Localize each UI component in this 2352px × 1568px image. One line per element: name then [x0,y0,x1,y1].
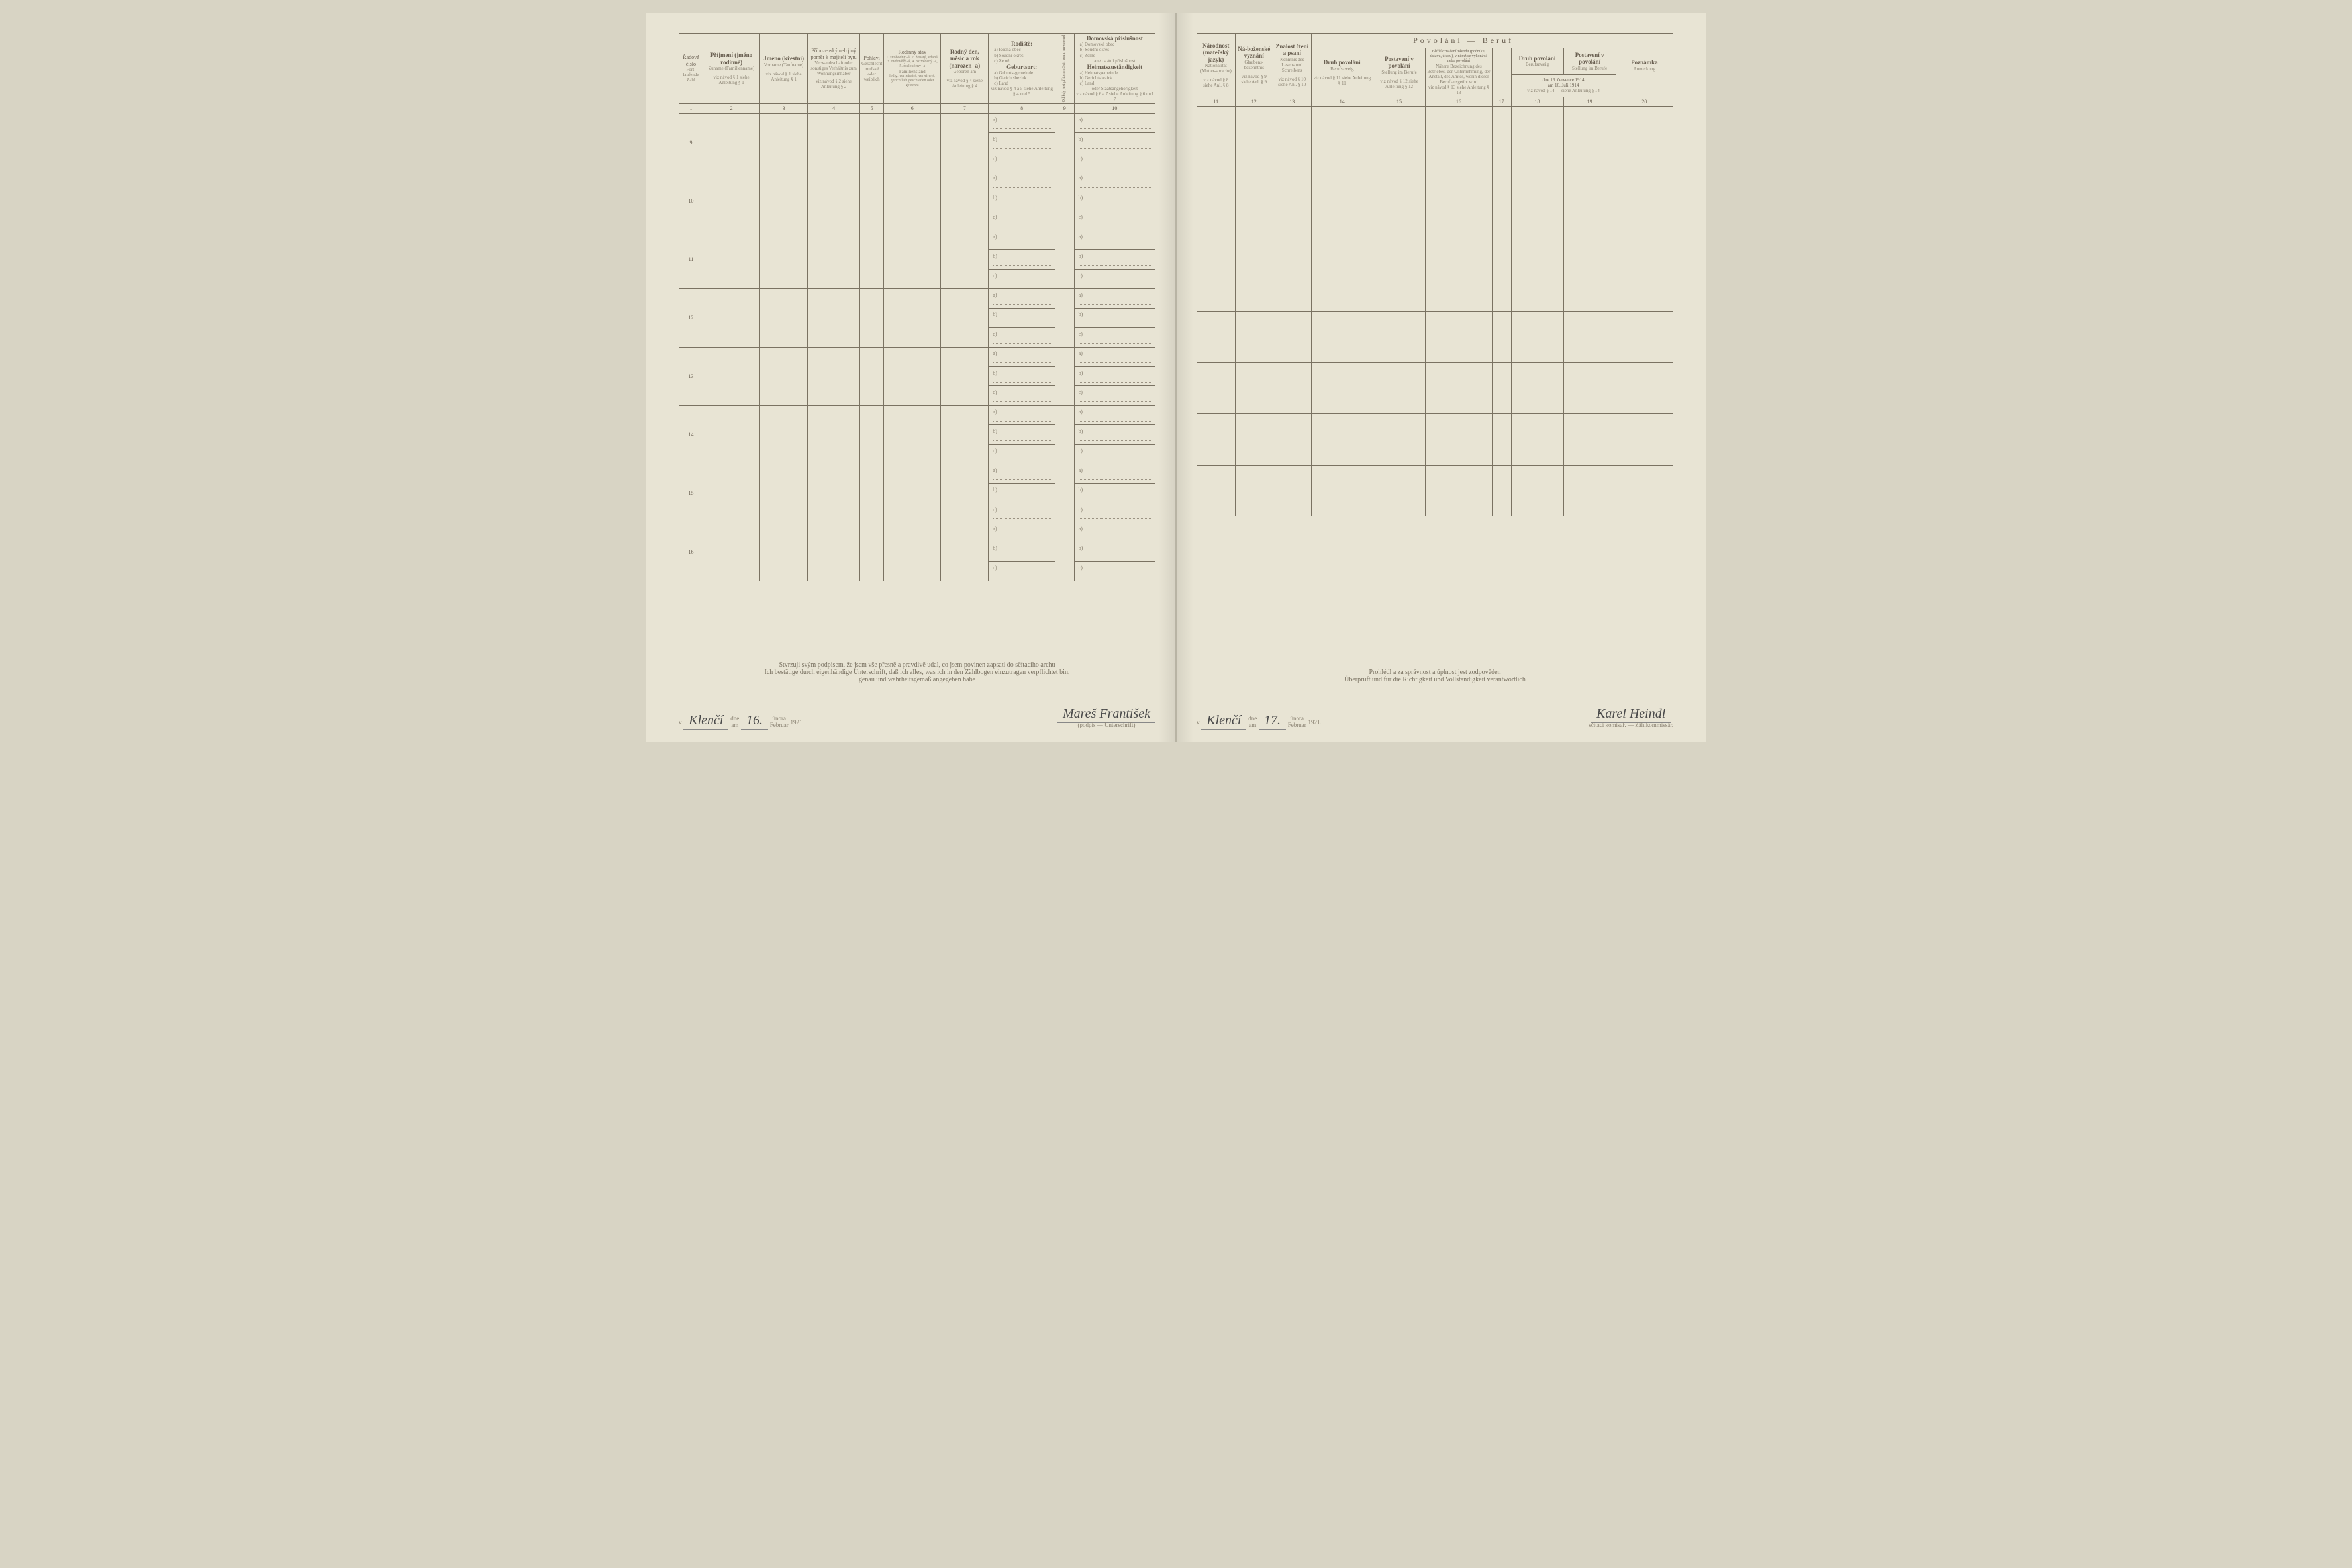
hdr-14: Druh povolání Berufszweig viz návod § 11… [1311,48,1373,97]
hdr-6: Rodinný stav 1. svobodný -á, 2. ženatý, … [884,34,941,104]
table-row: 14a)a) [679,405,1155,424]
table-row: 16a)a) [679,522,1155,542]
table-row [1197,311,1673,362]
place-handwritten-r: Klenčí [1201,713,1246,730]
hdr-11: Národnost (mateřský jazyk) Nationalität … [1197,34,1236,97]
left-page: Řadové číslo Fort-laufende Zahl Příjmení… [646,13,1175,742]
hdr-7: Rodný den, měsíc a rok (narozen -a) Gebo… [941,34,989,104]
hdr-3: Jméno (křestní) Vorname (Taufname) viz n… [760,34,808,104]
table-row [1197,465,1673,516]
column-numbers-right: 1112 1314 1516 1718 1920 [1197,97,1673,106]
table-row: 10a)a) [679,172,1155,191]
hdr-10: Domovská příslušnost a) Domovská obec b)… [1074,34,1155,104]
table-row: 9a)a) [679,113,1155,132]
table-row [1197,260,1673,311]
hdr-9: Od kdy jest přítomen Seit wann anwesend [1055,34,1074,104]
table-row: 12a)a) [679,289,1155,308]
hdr-17 [1492,48,1511,97]
hdr-16: Bližší označení závodu (podniku, ústavu,… [1426,48,1493,97]
hdr-20: Poznámka Anmerkung [1616,34,1673,97]
table-row [1197,158,1673,209]
day-handwritten: 16. [741,713,768,730]
column-numbers: 12 34 56 78 910 [679,104,1155,113]
right-page: Národnost (mateřský jazyk) Nationalität … [1177,13,1706,742]
hdr-1: Řadové číslo Fort-laufende Zahl [679,34,703,104]
hdr-2: Příjmení (jméno rodinné) Zuname (Familie… [703,34,760,104]
hdr-beruf-group: Povolání — Beruf [1311,34,1616,48]
census-table-left: Řadové číslo Fort-laufende Zahl Příjmení… [679,33,1155,511]
table-row [1197,209,1673,260]
table-row: 11a)a) [679,230,1155,250]
table-row: 15a)a) [679,464,1155,483]
table-row [1197,414,1673,465]
day-handwritten-r: 17. [1259,713,1286,730]
hdr-13: Znalost čtení a psaní Kenntnis des Lesen… [1273,34,1312,97]
signature-right: Karel Heindl [1591,707,1671,723]
right-footer: Prohlédl a za správnost a úplnost jest z… [1197,656,1673,728]
table-row [1197,107,1673,158]
page-spread: Řadové číslo Fort-laufende Zahl Příjmení… [646,13,1706,742]
hdr-19: Postavení v povolání Stellung im Berufe [1563,48,1616,75]
signature-left: Mareš František [1057,707,1155,723]
census-table-right: Národnost (mateřský jazyk) Nationalität … [1197,33,1673,509]
hdr-15: Postavení v povolání Stellung im Berufe … [1373,48,1426,97]
hdr-5: Pohlaví Geschlecht mužské oder weiblich [860,34,884,104]
hdr-1819-sub: dne 16. července 1914 am 16. Juli 1914 v… [1511,74,1616,97]
hdr-12: Ná-boženské vyznání Glaubens-bekenntnis … [1235,34,1273,97]
table-row [1197,363,1673,414]
hdr-18: Druh povolání Berufszweig [1511,48,1563,75]
hdr-8: Rodiště: a) Rodná obec b) Soudní okres c… [989,34,1055,104]
left-footer: Stvrzuji svým podpisem, že jsem vše přes… [679,648,1155,728]
place-handwritten: Klenčí [683,713,728,730]
hdr-4: Příbuzenský neb jiný poměr k majiteli by… [808,34,860,104]
table-row: 13a)a) [679,347,1155,366]
